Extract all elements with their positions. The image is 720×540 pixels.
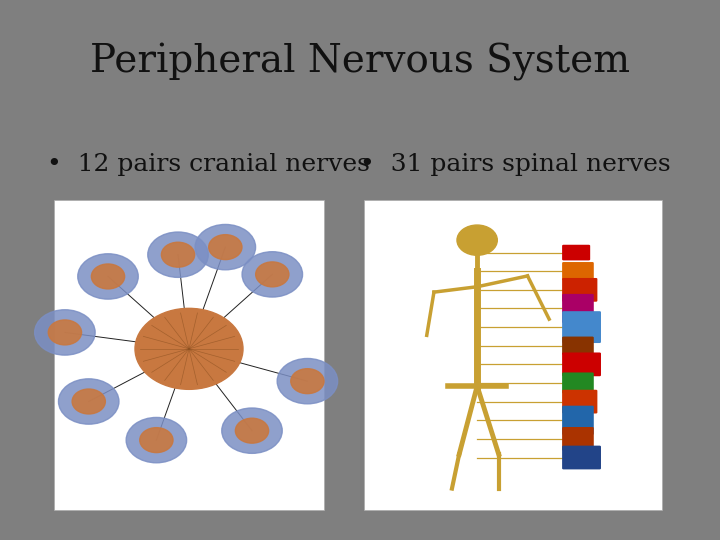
FancyBboxPatch shape (562, 262, 594, 280)
Text: Peripheral Nervous System: Peripheral Nervous System (90, 43, 630, 81)
FancyBboxPatch shape (562, 353, 601, 376)
Circle shape (291, 369, 324, 394)
Circle shape (148, 232, 208, 278)
Circle shape (78, 254, 138, 299)
FancyBboxPatch shape (562, 446, 601, 469)
Circle shape (126, 417, 186, 463)
FancyBboxPatch shape (562, 245, 590, 260)
Circle shape (277, 359, 338, 404)
Circle shape (209, 235, 242, 260)
FancyBboxPatch shape (562, 406, 594, 435)
Circle shape (242, 252, 302, 297)
Circle shape (256, 262, 289, 287)
FancyBboxPatch shape (562, 390, 598, 414)
Text: •  12 pairs cranial nerves: • 12 pairs cranial nerves (47, 153, 369, 176)
Text: •  31 pairs spinal nerves: • 31 pairs spinal nerves (360, 153, 670, 176)
Circle shape (91, 264, 125, 289)
Circle shape (140, 428, 173, 453)
FancyBboxPatch shape (562, 311, 601, 343)
Circle shape (72, 389, 105, 414)
FancyBboxPatch shape (562, 373, 594, 394)
FancyBboxPatch shape (562, 336, 594, 355)
Circle shape (48, 320, 81, 345)
Circle shape (58, 379, 119, 424)
Bar (54, 200, 324, 510)
FancyBboxPatch shape (562, 278, 598, 302)
Circle shape (222, 408, 282, 454)
FancyBboxPatch shape (562, 294, 594, 323)
Bar (364, 200, 662, 510)
Circle shape (135, 308, 243, 389)
Circle shape (195, 225, 256, 270)
Circle shape (35, 310, 95, 355)
FancyBboxPatch shape (562, 427, 594, 451)
Circle shape (235, 418, 269, 443)
Circle shape (161, 242, 194, 267)
Circle shape (457, 225, 498, 255)
